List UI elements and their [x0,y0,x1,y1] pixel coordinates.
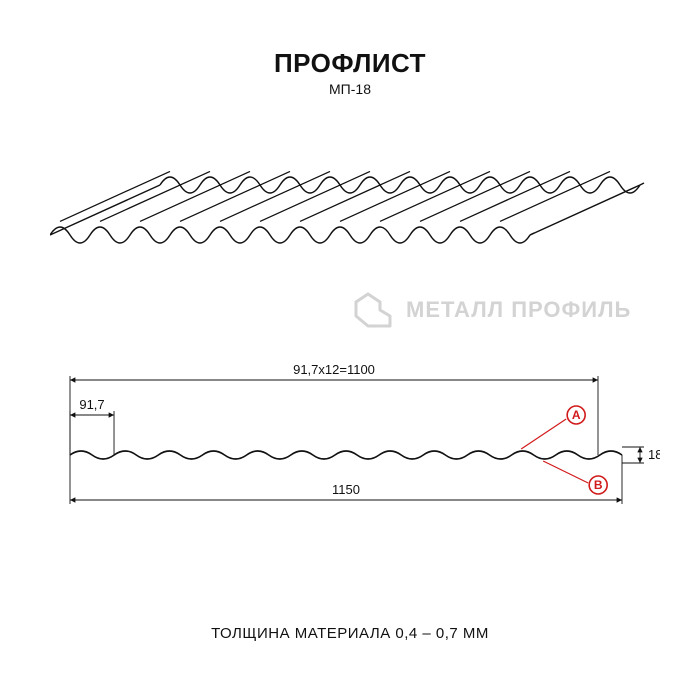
watermark-logo-icon [350,288,394,332]
section-drawing: 91,7х12=1100 91,7 1150 18 A B [40,360,660,530]
svg-text:B: B [594,478,603,492]
product-code: МП-18 [0,81,700,97]
isometric-sketch [50,140,650,290]
svg-text:18: 18 [648,447,660,462]
product-title: ПРОФЛИСТ [0,48,700,79]
svg-text:91,7х12=1100: 91,7х12=1100 [293,362,375,377]
page: ПРОФЛИСТ МП-18 МЕТАЛЛ ПРОФИЛЬ 91,7х12=11… [0,0,700,700]
thickness-note: ТОЛЩИНА МАТЕРИАЛА 0,4 – 0,7 ММ [0,625,700,642]
svg-text:91,7: 91,7 [79,397,104,412]
svg-text:A: A [572,408,581,422]
title-block: ПРОФЛИСТ МП-18 [0,48,700,97]
svg-text:1150: 1150 [332,482,360,497]
watermark-text: МЕТАЛЛ ПРОФИЛЬ [406,297,631,323]
